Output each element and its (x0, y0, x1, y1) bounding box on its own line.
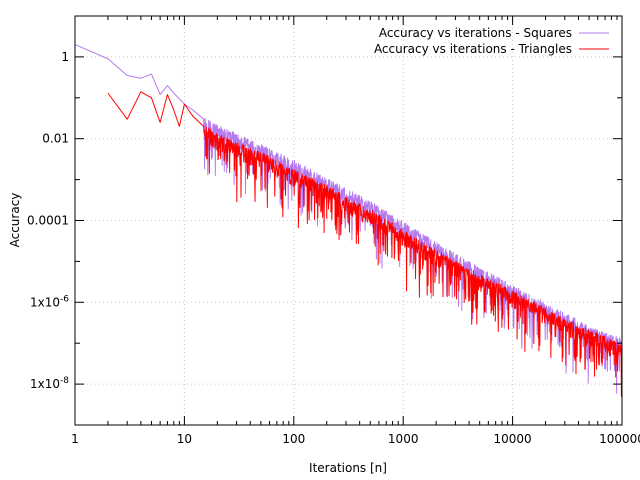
y-tick-label: 1 (61, 50, 69, 64)
legend: Accuracy vs iterations - Squares Accuracy… (374, 26, 609, 56)
y-tick-label: 1x10-6 (30, 294, 69, 309)
y-tick-label: 1x10-8 (30, 376, 69, 391)
x-tick-label: 1 (71, 432, 79, 446)
x-tick-label: 10 (177, 432, 192, 446)
x-tick-label: 100 (282, 432, 305, 446)
grid (75, 16, 622, 425)
y-tick-label: 0.0001 (27, 214, 69, 228)
x-axis-label: Iterations [n] (309, 461, 387, 475)
legend-label-2: Accuracy vs iterations - Triangles (374, 42, 572, 56)
legend-label-1: Accuracy vs iterations - Squares (379, 26, 572, 40)
x-tick-label: 1000 (388, 432, 419, 446)
x-tick-label: 100000 (599, 432, 640, 446)
series-line-2 (107, 91, 623, 397)
x-tick-label: 10000 (494, 432, 532, 446)
series-layer (74, 44, 623, 397)
ticks: 1 10 100 1000 10000 100000 1 0.01 0.0001 1x10-6 1x… (27, 15, 640, 446)
y-axis-label: Accuracy (8, 193, 22, 248)
y-tick-label: 0.01 (42, 132, 69, 146)
